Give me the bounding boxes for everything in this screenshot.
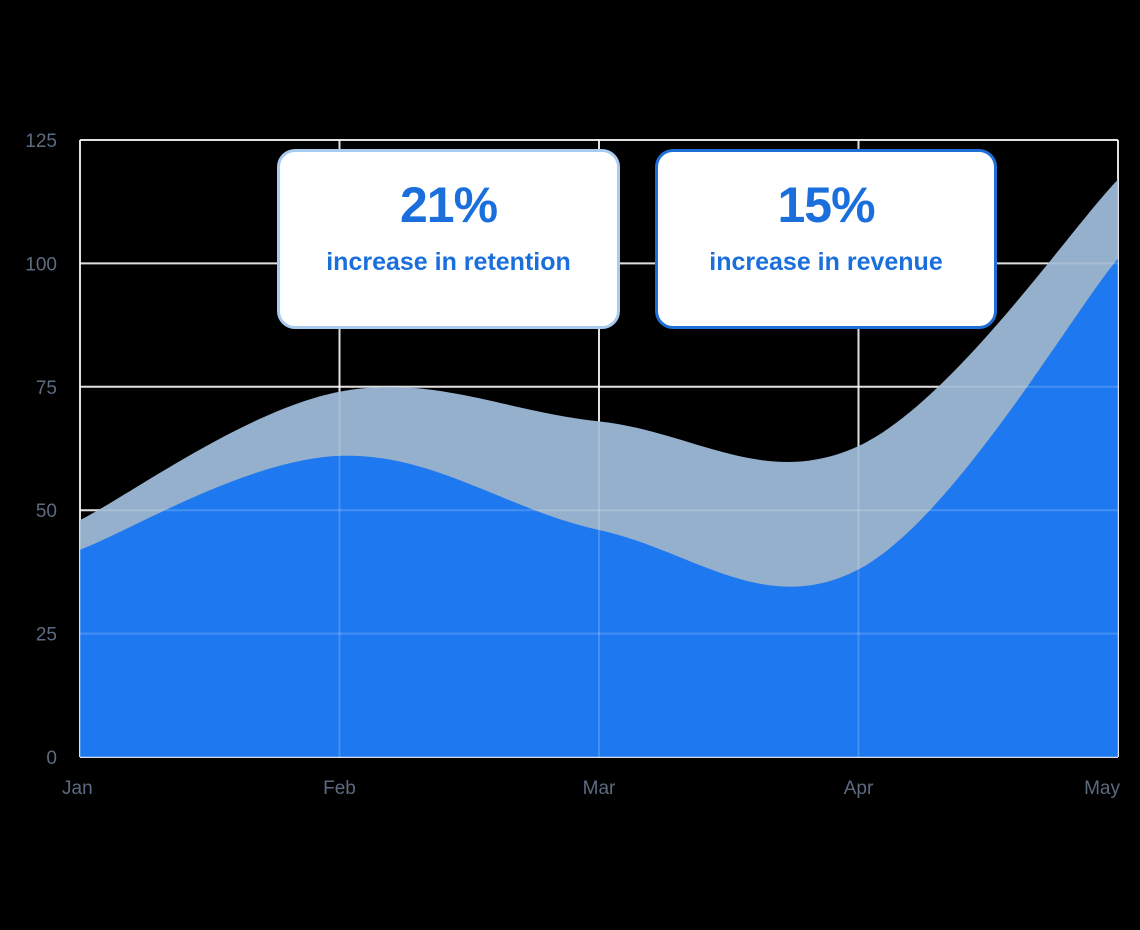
x-tick-label: Apr <box>844 778 874 799</box>
x-tick-label: May <box>1084 778 1120 799</box>
x-tick-label: Feb <box>323 778 356 799</box>
revenue-stat-card: 15% increase in revenue <box>655 149 997 329</box>
y-tick-label: 125 <box>25 131 57 152</box>
retention-label: increase in retention <box>326 248 571 276</box>
x-tick-label: Mar <box>583 778 616 799</box>
revenue-label: increase in revenue <box>709 248 943 276</box>
y-tick-label: 0 <box>46 748 57 769</box>
y-tick-label: 100 <box>25 254 57 275</box>
y-tick-label: 25 <box>36 625 57 646</box>
area-series-1 <box>80 258 1118 757</box>
y-tick-label: 50 <box>36 501 57 522</box>
y-tick-label: 75 <box>36 378 57 399</box>
x-tick-label: Jan <box>62 778 93 799</box>
revenue-value: 15% <box>777 177 875 233</box>
retention-value: 21% <box>399 177 498 233</box>
retention-stat-card: 21% increase in retention <box>277 149 620 329</box>
